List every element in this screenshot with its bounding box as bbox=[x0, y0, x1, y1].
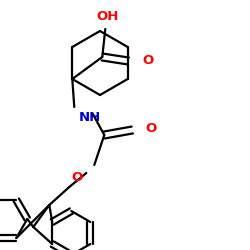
Text: O: O bbox=[71, 171, 82, 184]
Text: O: O bbox=[145, 122, 156, 136]
Text: O: O bbox=[142, 54, 154, 66]
Text: OH: OH bbox=[96, 10, 118, 23]
Text: NH: NH bbox=[78, 111, 100, 124]
